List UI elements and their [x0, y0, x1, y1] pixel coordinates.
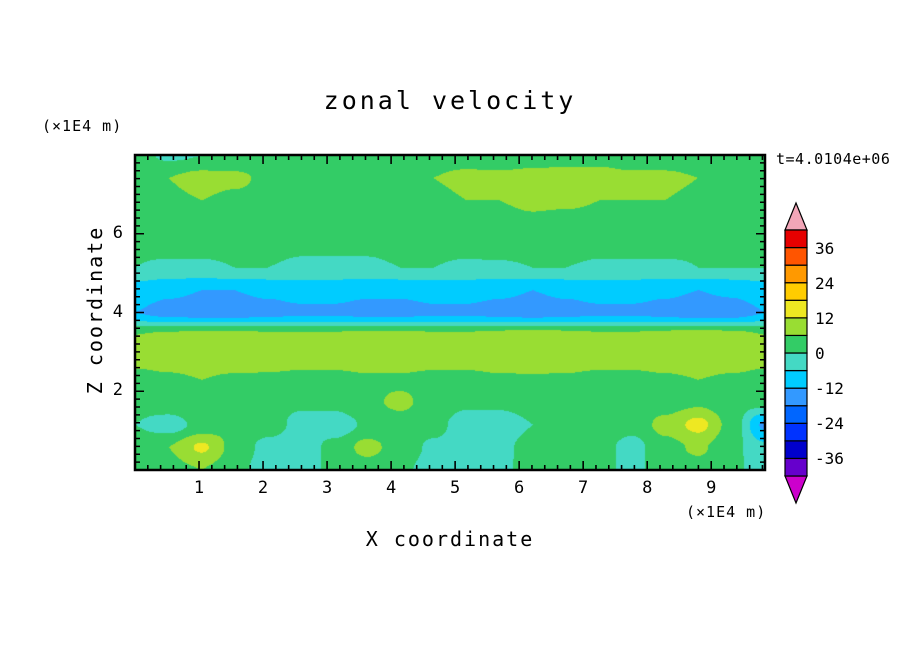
x-tick-label: 8	[642, 478, 653, 498]
colorbar-tick-label: -12	[815, 379, 844, 399]
z-tick-label: 4	[112, 301, 123, 322]
colorbar-tick-label: -36	[815, 449, 844, 469]
z-tick-label: 2	[112, 380, 123, 401]
contour-field	[135, 155, 765, 470]
colorbar-tick-label: 0	[815, 344, 825, 363]
colorbar-tick-label: 36	[815, 238, 835, 258]
x-tick-label: 4	[385, 478, 397, 498]
colorbar-tick-label: 12	[815, 308, 835, 328]
plot-title: zonal velocity	[323, 86, 577, 115]
x-tick-label: 9	[706, 478, 717, 498]
x-tick-label: 3	[321, 478, 333, 498]
colorbar-tick-label: 24	[815, 273, 835, 293]
x-axis-units-label: (×1E4 m)	[686, 503, 767, 521]
x-tick-label: 1	[193, 478, 205, 498]
x-tick-label: 6	[514, 478, 525, 498]
z-tick-label: 6	[112, 222, 123, 243]
y-axis-units-label: (×1E4 m)	[42, 117, 123, 135]
x-tick-label: 2	[257, 478, 269, 498]
x-tick-label: 5	[449, 478, 461, 498]
time-label: t=4.0104e+06	[776, 150, 891, 168]
x-tick-label: 7	[578, 478, 589, 498]
x-axis-title: X coordinate	[365, 527, 535, 551]
colorbar	[784, 201, 808, 505]
colorbar-tick-label: -24	[815, 414, 844, 434]
